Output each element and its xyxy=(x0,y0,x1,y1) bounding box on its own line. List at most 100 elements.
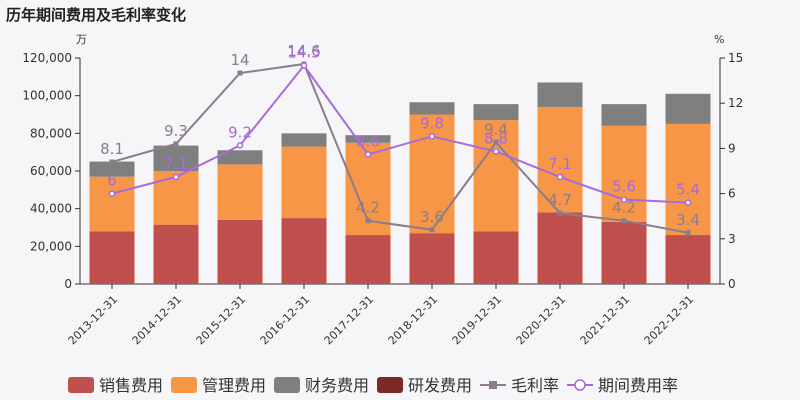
y-left-tick-label: 40,000 xyxy=(30,202,72,216)
line-point xyxy=(557,210,563,216)
data-label: 7.1 xyxy=(164,155,188,173)
bar-segment xyxy=(89,176,135,232)
data-label: 14 xyxy=(230,51,249,69)
data-label: 6 xyxy=(107,172,117,190)
bar-segment xyxy=(281,146,327,219)
line-point xyxy=(173,141,179,147)
x-tick-label: 2021-12-31 xyxy=(578,293,632,347)
bar-segment xyxy=(473,231,519,284)
bar-segment xyxy=(345,135,391,143)
bar-segment xyxy=(537,212,583,284)
legend-label: 销售费用 xyxy=(99,376,163,395)
x-tick-label: 2019-12-31 xyxy=(450,293,504,347)
legend: 销售费用 管理费用 财务费用 研发费用 毛利率 期间费用率 xyxy=(68,376,678,395)
bar-segment xyxy=(409,233,455,284)
bar-segment xyxy=(473,104,519,121)
data-labels: 8.1 9.3 14 14.6 4.2 3.6 9.4 4.7 4.2 3.4 6 7.1 9.2 14.… xyxy=(100,42,700,229)
y-left-tick-label: 100,000 xyxy=(22,89,72,103)
bars xyxy=(89,82,711,284)
bar-segment xyxy=(153,224,199,284)
y-right-tick-label: 3 xyxy=(728,232,736,246)
data-label: 14.5 xyxy=(287,44,320,62)
data-label: 4.2 xyxy=(612,199,636,217)
y-right-tick-label: 0 xyxy=(728,277,736,291)
line-point xyxy=(620,196,628,203)
line-point xyxy=(621,218,627,224)
series-line xyxy=(111,63,689,204)
lines xyxy=(108,61,692,236)
bar-segment xyxy=(281,133,327,147)
bar-segment xyxy=(473,120,519,232)
line-point xyxy=(365,218,371,224)
data-label: 9.3 xyxy=(164,122,188,140)
line-point xyxy=(237,70,243,76)
bar-segment xyxy=(665,235,711,284)
bar-segment xyxy=(409,102,455,115)
line-point xyxy=(172,173,180,181)
line-point xyxy=(108,190,116,197)
y-left-tick-label: 120,000 xyxy=(22,51,72,65)
bar-segment xyxy=(89,161,135,177)
data-label: 9.8 xyxy=(420,114,444,132)
y-right-tick-label: 12 xyxy=(728,96,743,110)
legend-label: 期间费用率 xyxy=(598,376,678,395)
legend-swatch xyxy=(171,377,197,393)
legend-swatch xyxy=(68,377,94,393)
x-tick-label: 2022-12-31 xyxy=(642,293,696,347)
data-label: 8.6 xyxy=(356,132,380,150)
y-right-unit: % xyxy=(714,33,724,46)
legend-label: 管理费用 xyxy=(202,376,266,395)
bar-segment xyxy=(217,164,263,220)
line-point xyxy=(236,142,244,149)
bar-segment xyxy=(601,125,647,222)
x-tick-label: 2018-12-31 xyxy=(386,293,440,347)
data-label: 7.1 xyxy=(548,155,572,173)
data-label: 9.2 xyxy=(228,123,252,141)
x-tick-label: 2016-12-31 xyxy=(258,293,312,347)
y-right-tick-label: 6 xyxy=(728,187,736,201)
bar-segment xyxy=(345,235,391,284)
data-label: 8.1 xyxy=(100,140,124,158)
y-left-tick-label: 20,000 xyxy=(30,239,72,253)
legend-swatch xyxy=(377,377,403,393)
data-label: 3.4 xyxy=(676,211,700,229)
x-tick-label: 2020-12-31 xyxy=(514,293,568,347)
bar-segment xyxy=(217,150,263,165)
bar-segment xyxy=(665,123,711,236)
line-point xyxy=(428,133,436,140)
line-point xyxy=(492,148,500,155)
legend-swatch-marker xyxy=(489,381,497,389)
x-tick-label: 2014-12-31 xyxy=(130,293,184,347)
line-point xyxy=(109,159,115,165)
legend-label: 研发费用 xyxy=(408,376,472,395)
y-left-tick-label: 0 xyxy=(64,277,72,291)
legend-swatch-marker xyxy=(574,379,586,391)
line-point xyxy=(300,62,308,69)
line-point xyxy=(684,199,692,206)
line-point xyxy=(429,227,435,233)
y-right-tick-label: 15 xyxy=(728,51,743,65)
bar-segment xyxy=(537,82,583,107)
x-tick-label: 2015-12-31 xyxy=(194,293,248,347)
data-label: 14.6 xyxy=(287,42,320,60)
bar-segment xyxy=(537,106,583,213)
data-label: 5.6 xyxy=(612,178,636,196)
line-point xyxy=(685,230,691,236)
bar-segment xyxy=(217,219,263,284)
x-tick-label: 2013-12-31 xyxy=(66,293,120,347)
bar-segment xyxy=(89,231,135,284)
x-tick-label: 2017-12-31 xyxy=(322,293,376,347)
bar-segment xyxy=(281,218,327,284)
bar-segment xyxy=(601,104,647,126)
legend-label: 财务费用 xyxy=(305,376,369,395)
chart-title: 历年期间费用及毛利率变化 xyxy=(6,6,186,24)
legend-swatch xyxy=(274,377,300,393)
y-right-tick-label: 9 xyxy=(728,141,736,155)
data-label: 4.2 xyxy=(356,199,380,217)
data-label: 5.4 xyxy=(676,181,700,199)
line-point xyxy=(493,139,499,145)
series-line xyxy=(111,62,689,234)
bar-segment xyxy=(601,221,647,284)
y-left-tick-label: 60,000 xyxy=(30,164,72,178)
